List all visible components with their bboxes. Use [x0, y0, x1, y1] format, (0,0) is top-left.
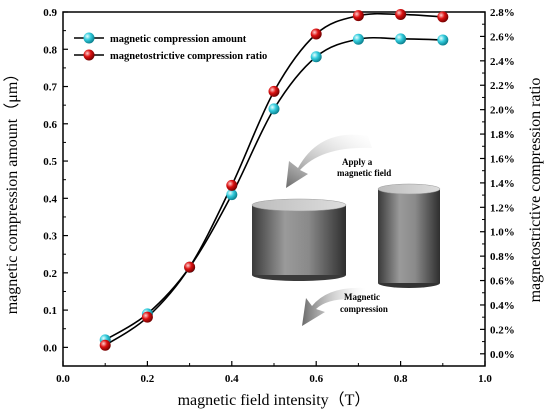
y-right-tick-label: 0.2% [490, 324, 515, 336]
y-right-tick-label: 0.4% [490, 300, 515, 312]
legend-marker-ratio [83, 49, 95, 61]
series-1-point [99, 339, 111, 351]
compression-label-2: compression [340, 304, 388, 314]
series-0-point [310, 51, 322, 63]
y-left-tick-label: 0.7 [43, 82, 57, 94]
elongated-cylinder-icon [377, 183, 441, 288]
series-1-point [226, 179, 238, 191]
series-0-point [268, 103, 280, 115]
series-1-point [395, 8, 407, 20]
apply-field-label-2: magnetic field [337, 168, 391, 178]
x-axis: 0.0 0.2 0.4 0.6 0.8 1.0 [56, 361, 492, 385]
y-axis-left-label: magnetic compression amount（μm） [3, 66, 21, 315]
y-right-tick-label: 2.6% [490, 31, 515, 43]
series-1-point [184, 261, 196, 273]
compression-label-1: Magnetic [344, 292, 380, 302]
legend-label-ratio: magnetostrictive compression ratio [110, 51, 267, 62]
series-0-point [395, 33, 407, 45]
y-right-tick-label: 0.6% [490, 276, 515, 288]
y-left-tick-label: 0.6 [43, 119, 57, 131]
series-0-point [437, 34, 449, 46]
series-1-point [437, 11, 449, 23]
y-left-tick-label: 0.9 [43, 7, 57, 19]
x-tick-label: 0.2 [141, 373, 155, 385]
series-layer [99, 8, 449, 351]
y-right-tick-label: 1.8% [490, 129, 515, 141]
y-left-tick-label: 0.8 [43, 44, 57, 56]
series-0-point [226, 189, 238, 201]
y-right-tick-label: 2.8% [490, 7, 515, 19]
x-axis-label: magnetic field intensity（T） [178, 391, 371, 409]
series-1-point [141, 311, 153, 323]
y-right-tick-label: 0.0% [490, 349, 515, 361]
compressed-cylinder-icon [251, 198, 347, 281]
x-tick-label: 0.6 [309, 373, 323, 385]
y-axis-right: 0.0% 0.2% 0.4% 0.6% 0.8% 1.0% 1.2% 1.4% 1.6% 1.8%… [480, 7, 515, 361]
apply-field-arrow-icon [286, 134, 372, 188]
series-0-point [352, 33, 364, 45]
x-tick-label: 0.4 [225, 373, 239, 385]
legend: magnetic compression amount magnetostric… [74, 32, 267, 62]
y-left-tick-label: 0.3 [43, 231, 57, 243]
y-right-tick-label: 2.0% [490, 105, 515, 117]
y-left-tick-label: 0.0 [43, 342, 57, 354]
y-right-tick-label: 0.8% [490, 251, 515, 263]
series-1-point [310, 28, 322, 40]
legend-marker-compression [83, 32, 95, 44]
x-tick-label: 0.8 [394, 373, 408, 385]
inset-illustration: Apply a magnetic field Magnetic compress… [251, 134, 441, 326]
y-right-tick-label: 2.4% [490, 56, 515, 68]
x-tick-label: 0.0 [56, 373, 70, 385]
series-1-point [268, 85, 280, 97]
y-left-tick-label: 0.2 [43, 268, 57, 280]
y-right-tick-label: 1.4% [490, 178, 515, 190]
y-left-tick-label: 0.5 [43, 156, 57, 168]
series-line-1 [104, 12, 443, 346]
y-right-tick-label: 1.6% [490, 153, 515, 165]
y-axis-right-label: magnetostrictive compression ratio [527, 78, 544, 303]
y-right-tick-label: 2.2% [490, 80, 515, 92]
y-right-tick-label: 1.0% [490, 227, 515, 239]
apply-field-label-1: Apply a [342, 157, 373, 167]
y-left-tick-label: 0.4 [43, 193, 57, 205]
y-axis-left: 0.0 0.1 0.2 0.3 0.4 0.5 0.6 0.7 0.8 0.9 [43, 7, 68, 354]
x-tick-label: 1.0 [478, 373, 492, 385]
y-left-tick-label: 0.1 [43, 305, 57, 317]
series-1-point [352, 10, 364, 22]
compression-arrow-icon [302, 287, 366, 326]
legend-label-compression: magnetic compression amount [110, 34, 247, 45]
y-right-tick-label: 1.2% [490, 202, 515, 214]
